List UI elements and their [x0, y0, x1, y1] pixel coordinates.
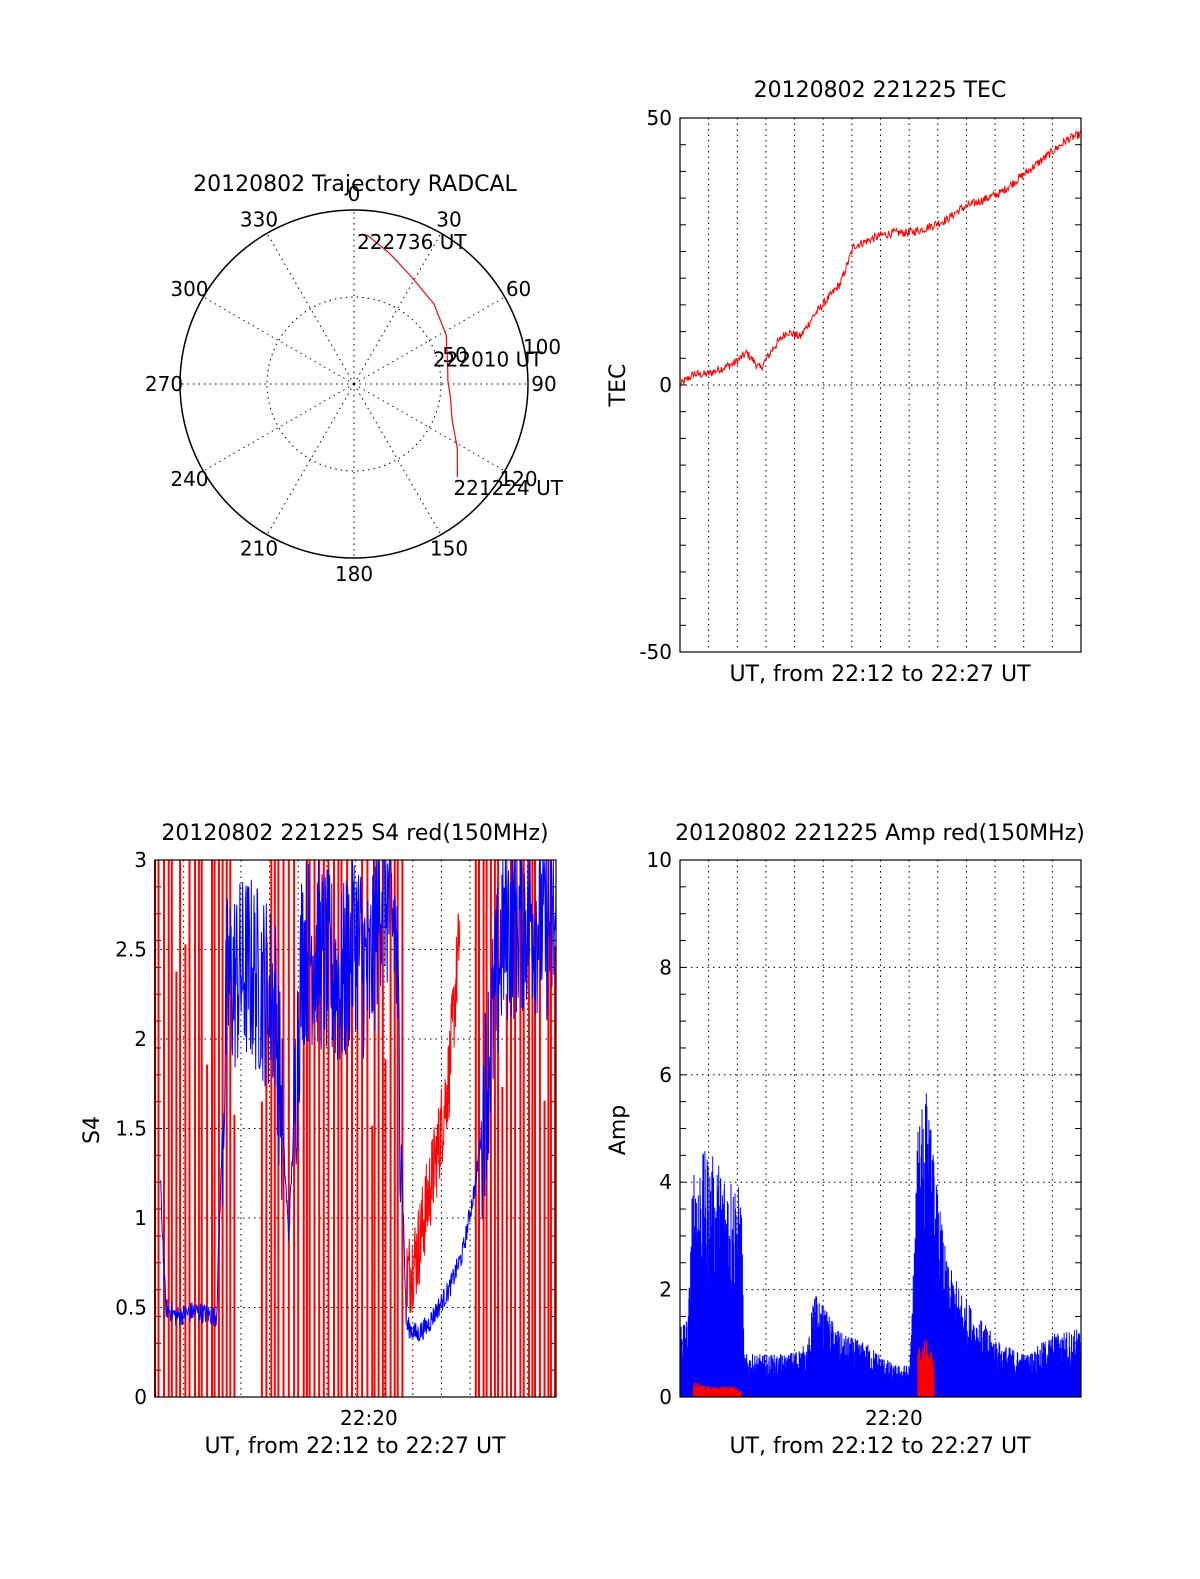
s4-xlabel: UT, from 22:12 to 22:27 UT [204, 1434, 506, 1459]
s4-ytick-1: 0.5 [115, 1296, 147, 1320]
amp-ytick-1: 2 [659, 1278, 672, 1302]
tec-grid [680, 117, 1081, 653]
polar-radial-label-100: 100 [523, 335, 561, 359]
s4-ytick-2: 1 [134, 1206, 147, 1230]
trajectory-panel: 20120802 Trajectory RADCAL 0 30 60 90 120 150… [145, 172, 564, 586]
polar-spoke-240 [203, 383, 355, 472]
s4-panel: 20120802 221225 S4 red(150MHz) 0 0.5 1 1.5 2… [80, 821, 557, 1459]
s4-ytick-6: 3 [134, 848, 147, 872]
trajectory-title: 20120802 Trajectory RADCAL [193, 172, 517, 197]
tec-line [679, 130, 1082, 387]
amp-frame [679, 859, 1082, 1398]
tec-ytick-2: 50 [647, 106, 672, 130]
s4-ytick-3: 1.5 [115, 1117, 147, 1141]
trajectory-annotation-3: 221224 UT [453, 476, 563, 500]
polar-angle-label-0: 0 [348, 182, 361, 206]
amp-ytick-3: 6 [659, 1063, 672, 1087]
polar-angle-label-180: 180 [335, 562, 373, 586]
tec-y-ticks: -50 0 50 [639, 106, 672, 664]
s4-ylabel: S4 [80, 1116, 105, 1144]
s4-xtick-0: 22:20 [340, 1406, 398, 1430]
amp-red-spikes [692, 1340, 935, 1397]
s4-x-ticks: 22:20 [340, 1406, 398, 1430]
s4-red-line [405, 912, 461, 1322]
s4-ytick-4: 2 [134, 1027, 147, 1051]
trajectory-annotation-1: 222736 UT [357, 230, 467, 254]
amp-title: 20120802 221225 Amp red(150MHz) [675, 821, 1085, 846]
polar-angle-label-300: 300 [170, 277, 208, 301]
polar-spoke-120 [353, 383, 505, 472]
s4-series [154, 859, 557, 1397]
amp-ytick-2: 4 [659, 1170, 672, 1194]
tec-ytick-0: -50 [639, 640, 672, 664]
trajectory-annotations: 222736 UT 222010 UT 221224 UT [357, 230, 564, 500]
polar-angle-label-240: 240 [170, 467, 208, 491]
polar-angle-label-150: 150 [430, 537, 468, 561]
polar-grid [179, 209, 529, 559]
polar-spoke-60 [353, 296, 505, 385]
amp-xtick-0: 22:20 [865, 1406, 923, 1430]
tec-panel: 20120802 221225 TEC -50 0 50 UT, from 22:1… [606, 78, 1082, 687]
polar-spoke-300 [203, 296, 355, 385]
tec-ytick-1: 0 [659, 373, 672, 397]
polar-spoke-210 [266, 383, 355, 535]
amp-grid [680, 859, 1081, 1398]
polar-angle-label-330: 330 [240, 207, 278, 231]
s4-ytick-5: 2.5 [115, 938, 147, 962]
polar-angle-label-30: 30 [436, 207, 461, 231]
amp-ytick-5: 10 [647, 848, 672, 872]
trajectory-line [366, 234, 458, 478]
amp-panel: 20120802 221225 Amp red(150MHz) 0246810 … [606, 821, 1085, 1459]
s4-frame [154, 859, 557, 1398]
polar-angle-label-120: 120 [499, 467, 537, 491]
polar-spoke-30 [353, 233, 442, 385]
trajectory-track [366, 234, 458, 478]
polar-angle-label-90: 90 [531, 372, 556, 396]
s4-ytick-0: 0 [134, 1385, 147, 1409]
amp-x-ticks: 22:20 [865, 1406, 923, 1430]
tec-series [679, 130, 1082, 387]
amp-series [679, 1093, 1082, 1397]
s4-blue-line [159, 859, 557, 1342]
polar-spoke-330 [266, 233, 355, 385]
trajectory-annotation-2: 222010 UT [433, 348, 543, 372]
amp-ylabel: Amp [606, 1105, 631, 1155]
polar-angle-label-270: 270 [145, 372, 183, 396]
polar-outer-circle [179, 209, 529, 559]
polar-spoke-150 [353, 383, 442, 535]
polar-angle-label-60: 60 [506, 277, 531, 301]
polar-angle-label-210: 210 [240, 537, 278, 561]
amp-xlabel: UT, from 22:12 to 22:27 UT [729, 1434, 1031, 1459]
s4-title: 20120802 221225 S4 red(150MHz) [161, 821, 548, 846]
tec-ylabel: TEC [606, 364, 631, 408]
amp-ytick-0: 0 [659, 1385, 672, 1409]
tec-xlabel: UT, from 22:12 to 22:27 UT [729, 662, 1031, 687]
tec-frame [679, 117, 1082, 653]
amp-ytick-4: 8 [659, 955, 672, 979]
polar-angle-labels: 0 30 60 90 120 150 180 210 240 270 300 330 [145, 182, 557, 586]
amp-y-ticks: 0 2 4 6 8 10 [647, 848, 672, 1409]
s4-y-ticks: 0 0.5 1 1.5 2 2.5 3 [115, 848, 147, 1409]
tec-title: 20120802 221225 TEC [754, 78, 1007, 103]
polar-ring-50 [266, 296, 442, 472]
